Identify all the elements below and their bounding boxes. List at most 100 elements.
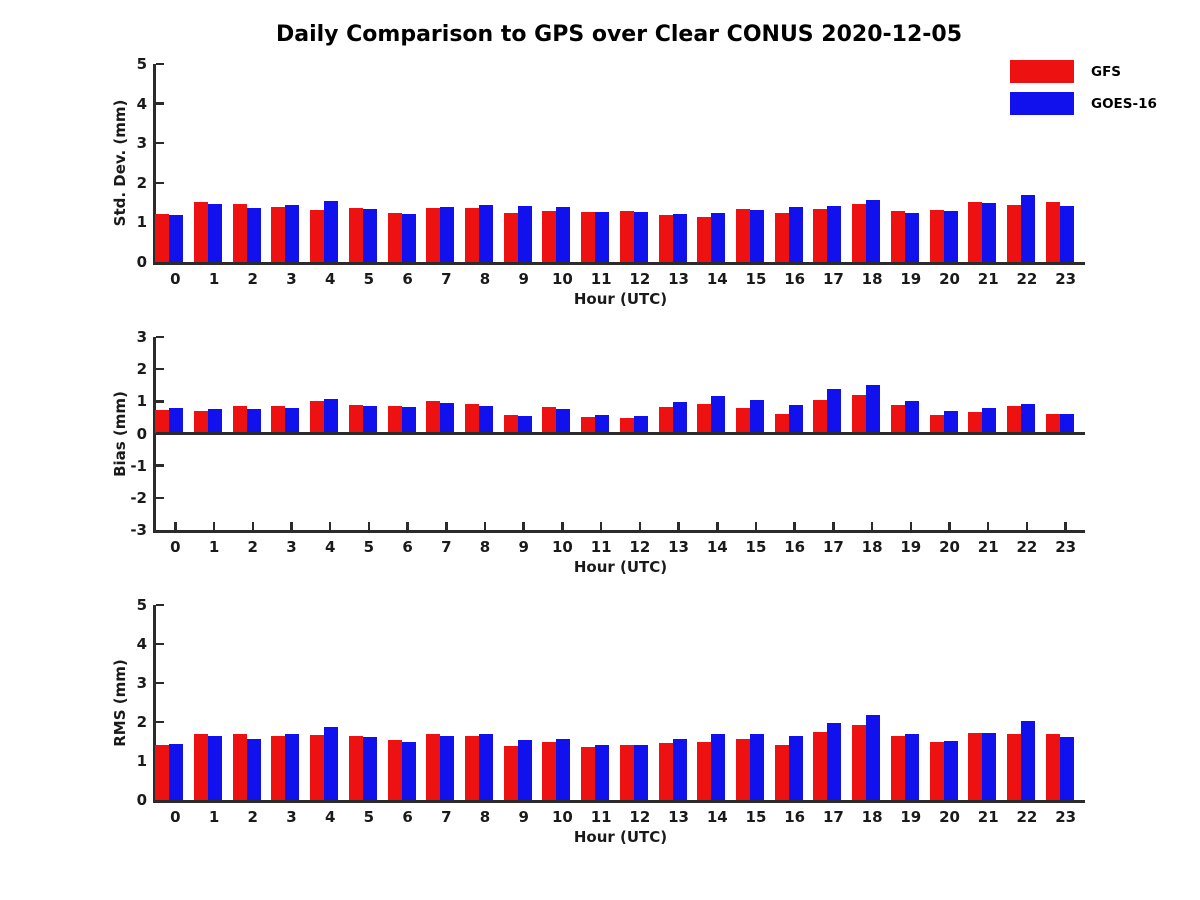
x-tick-label: 4	[324, 808, 336, 826]
gfs-bar-h12	[619, 745, 634, 800]
goes16-bar-h8	[479, 204, 494, 262]
x-tick-label: 12	[629, 808, 651, 826]
goes16-bar-h10	[556, 207, 571, 262]
x-tick-label: 13	[668, 538, 689, 556]
y-tick-mark	[156, 603, 164, 607]
y-tick-mark	[156, 496, 164, 500]
legend-label-goes16: GOES-16	[1091, 95, 1157, 112]
goes16-bar-h8	[479, 405, 494, 434]
x-tick-label: 15	[745, 270, 767, 288]
x-axis-label: Hour (UTC)	[573, 290, 668, 308]
gfs-bar-h13	[658, 214, 673, 262]
gfs-bar-h3	[271, 206, 286, 262]
x-tick-label: 7	[441, 808, 452, 826]
goes16-bar-h13	[672, 402, 687, 434]
x-tick-label: 22	[1016, 808, 1038, 826]
x-tick-mark	[367, 522, 371, 530]
x-tick-label: 3	[286, 808, 297, 826]
y-tick-label: -1	[130, 456, 147, 475]
x-tick-label: 12	[629, 270, 651, 288]
x-tick-label: 4	[324, 270, 336, 288]
goes16-bar-h9	[517, 740, 532, 800]
x-tick-label: 17	[822, 808, 844, 826]
gfs-bar-h12	[619, 211, 634, 262]
goes16-bar-h21	[982, 732, 997, 800]
x-tick-label: 23	[1055, 538, 1077, 556]
goes16-bar-h10	[556, 409, 571, 434]
gfs-bar-h21	[968, 732, 983, 800]
y-tick-mark	[156, 720, 164, 724]
goes16-bar-h16	[788, 404, 803, 434]
goes16-bar-h2	[246, 738, 261, 800]
y-tick-label: 5	[136, 596, 147, 614]
x-tick-label: 5	[363, 808, 375, 826]
goes16-bar-h19	[904, 734, 919, 800]
gfs-bar-h8	[465, 208, 480, 262]
x-tick-label: 4	[324, 538, 336, 556]
gfs-bar-h17	[813, 732, 828, 800]
x-tick-label: 21	[977, 808, 999, 826]
goes16-bar-h0	[169, 408, 184, 434]
y-tick-label: 3	[136, 328, 147, 346]
x-tick-label: 2	[247, 270, 258, 288]
goes16-bar-h12	[633, 212, 648, 262]
gfs-bar-h9	[503, 414, 518, 434]
y-tick-mark	[156, 642, 164, 646]
x-tick-label: 18	[861, 808, 883, 826]
gfs-bar-h5	[348, 208, 363, 262]
gfs-bar-h11	[581, 746, 596, 800]
goes16-bar-h18	[866, 384, 881, 434]
y-tick-mark	[156, 367, 164, 371]
goes16-bar-h3	[285, 734, 300, 800]
x-tick-mark	[212, 522, 216, 530]
x-tick-mark	[754, 522, 758, 530]
goes16-bar-h5	[362, 208, 377, 262]
gfs-bar-h20	[929, 415, 944, 434]
goes16-bar-h17	[827, 722, 842, 800]
y-tick-label: 0	[136, 791, 147, 809]
gfs-bar-h8	[465, 735, 480, 800]
gfs-bar-h16	[774, 212, 789, 262]
y-tick-label: 2	[136, 360, 147, 379]
goes16-bar-h6	[401, 741, 416, 800]
gfs-bar-h20	[929, 210, 944, 262]
x-tick-mark	[870, 522, 874, 530]
x-tick-label: 22	[1016, 538, 1038, 556]
x-tick-label: 20	[939, 270, 960, 288]
x-tick-label: 21	[977, 538, 999, 556]
goes16-bar-h21	[982, 408, 997, 434]
x-tick-label: 8	[479, 808, 491, 826]
x-tick-label: 0	[170, 270, 181, 288]
goes16-bar-h10	[556, 738, 571, 800]
y-tick-mark	[156, 681, 164, 685]
goes16-bar-h0	[169, 744, 184, 800]
x-tick-label: 9	[518, 538, 529, 556]
x-tick-mark	[290, 522, 293, 530]
y-tick-label: -2	[130, 488, 147, 507]
goes16-bar-h4	[324, 201, 339, 262]
x-tick-label: 9	[518, 270, 529, 288]
x-tick-mark	[406, 522, 409, 530]
y-tick-label: 0	[136, 253, 147, 271]
gfs-bar-h23	[1045, 202, 1060, 262]
goes16-bar-h19	[904, 401, 919, 434]
gfs-bar-h17	[813, 399, 828, 434]
y-tick-label: 4	[136, 635, 147, 653]
goes16-bar-h2	[246, 409, 261, 434]
rms-panel: 0 1 2 3 4 5 0 1 2 3 4 5 6 7 8 9 10 11 12 13 14 15 16 17 18 19 20 21…	[111, 596, 1085, 846]
goes16-bar-h20	[943, 411, 958, 434]
goes16-bar-h1	[208, 736, 223, 800]
gfs-bar-h0	[155, 409, 170, 434]
goes16-bar-h3	[285, 408, 300, 434]
goes16-bar-h23	[1059, 737, 1074, 800]
goes16-bar-h16	[788, 735, 803, 800]
x-tick-mark	[1025, 522, 1029, 530]
x-tick-label: 3	[286, 270, 297, 288]
gfs-bar-h21	[968, 202, 983, 262]
y-tick-label: 2	[136, 173, 147, 192]
goes16-bar-h13	[672, 214, 687, 262]
x-tick-mark	[561, 522, 564, 530]
goes16-bar-h13	[672, 738, 687, 800]
goes16-bar-h23	[1059, 206, 1074, 262]
x-tick-mark	[522, 522, 525, 530]
